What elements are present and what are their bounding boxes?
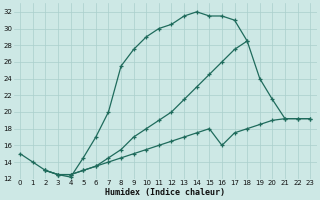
X-axis label: Humidex (Indice chaleur): Humidex (Indice chaleur): [105, 188, 225, 197]
